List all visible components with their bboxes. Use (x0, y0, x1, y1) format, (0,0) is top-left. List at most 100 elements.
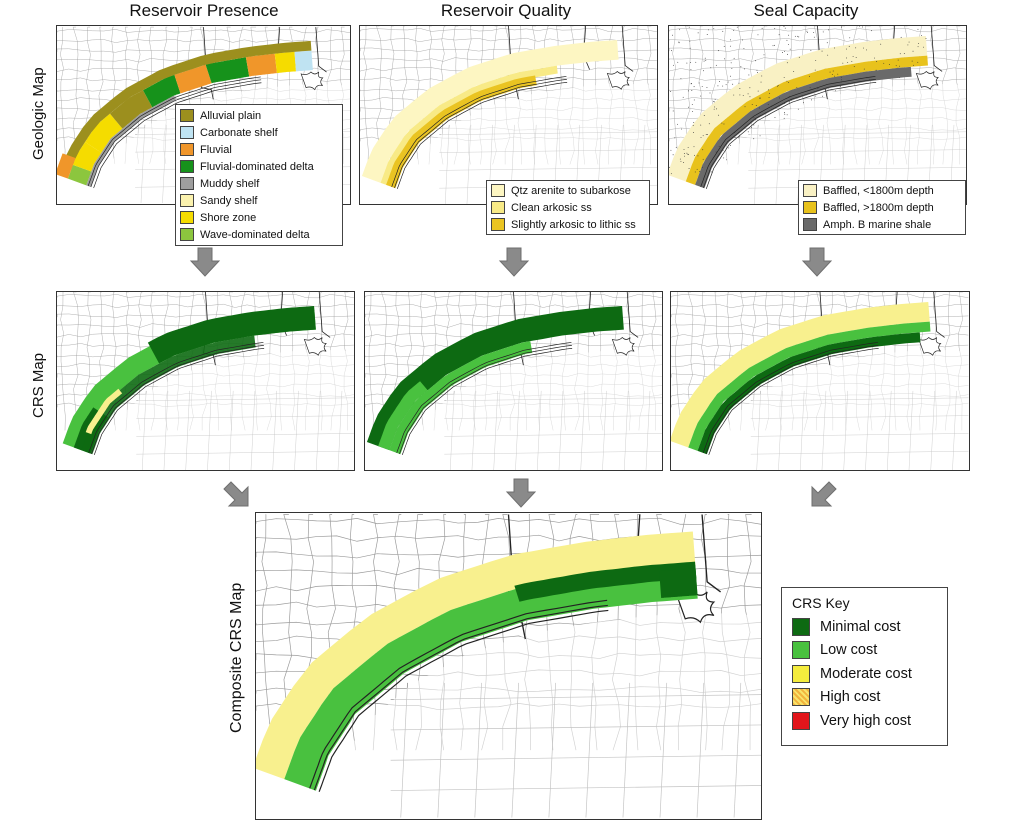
shoreline (309, 599, 609, 792)
legend-swatch (180, 109, 194, 122)
legend-reservoir-quality: Qtz arenite to subarkose Clean arkosic ss… (486, 180, 650, 235)
legend-swatch (803, 201, 817, 214)
legend-label: Alluvial plain (200, 109, 262, 122)
presence-band (274, 51, 296, 74)
gulf-coast-map (365, 292, 662, 470)
shoreline (88, 342, 265, 455)
down-arrow-icon (505, 478, 537, 508)
crs-low-band (688, 321, 931, 451)
legend-item: Wave-dominated delta (176, 226, 342, 243)
diagonal-arrow-icon (811, 481, 837, 507)
gulf-water (708, 83, 966, 204)
legend-item: Fluvial-dominated delta (176, 158, 342, 175)
quality-band-qtz (361, 39, 619, 183)
crs-key-item: Moderate cost (782, 662, 947, 686)
legend-swatch (180, 160, 194, 173)
legend-label: Qtz arenite to subarkose (511, 184, 631, 197)
legend-item: Baffled, <1800m depth (799, 182, 965, 199)
legend-swatch (180, 143, 194, 156)
legend-swatch (180, 177, 194, 190)
crs-key-swatch (792, 711, 810, 730)
crs-key-swatch (792, 664, 810, 683)
presence-band (72, 141, 102, 172)
legend-label: Clean arkosic ss (511, 201, 592, 214)
presence-band (67, 164, 92, 186)
legend-swatch (180, 126, 194, 139)
legend-label: Fluvial-dominated delta (200, 160, 314, 173)
legend-label: Muddy shelf (200, 177, 260, 190)
legend-swatch (180, 228, 194, 241)
gulf-water (399, 83, 657, 204)
presence-band (245, 53, 277, 77)
legend-label: Amph. B marine shale (823, 218, 932, 231)
gulf-coast-map (57, 292, 354, 470)
mississippi-delta (300, 71, 324, 91)
mississippi-delta (918, 336, 942, 356)
legend-item: Baffled, >1800m depth (799, 199, 965, 216)
legend-reservoir-presence: Alluvial plain Carbonate shelf Fluvial Fluv… (175, 104, 343, 246)
geologic-map-reservoir-quality (359, 25, 658, 205)
legend-swatch (180, 211, 194, 224)
muddy-shelf-band (86, 95, 176, 187)
column-title-reservoir-presence: Reservoir Presence (129, 1, 279, 20)
legend-label: Carbonate shelf (200, 126, 278, 139)
fluvial-band (57, 153, 76, 179)
gulf-coast-map (669, 26, 966, 204)
mississippi-delta (606, 70, 630, 90)
diagonal-arrow-icon (223, 481, 249, 507)
row-label-crs-map: CRS Map (30, 352, 47, 418)
shoreline (87, 76, 262, 189)
legend-swatch (803, 218, 817, 231)
crs-moderate-band (85, 388, 123, 435)
legend-swatch (491, 184, 505, 197)
crs-map-seal-capacity (670, 291, 970, 471)
row-label-composite-crs-map: Composite CRS Map (228, 582, 245, 733)
legend-label: Fluvial (200, 143, 232, 156)
legend-swatch (803, 184, 817, 197)
gulf-water (711, 349, 969, 470)
shoreline (391, 76, 568, 189)
column-title-reservoir-quality: Reservoir Quality (440, 1, 572, 20)
legend-item: Muddy shelf (176, 175, 342, 192)
crs-key-swatch (792, 641, 810, 660)
crs-key-item: Minimal cost (782, 615, 947, 639)
shoreline (702, 342, 879, 455)
gulf-water (96, 349, 354, 470)
presence-band (294, 50, 313, 72)
crs-key-item: Very high cost (782, 709, 947, 733)
crs-key-title: CRS Key (792, 595, 850, 611)
crs-key-label: High cost (820, 689, 881, 706)
down-arrow-icon (498, 247, 530, 277)
legend-item: Qtz arenite to subarkose (487, 182, 649, 199)
legend-swatch (180, 194, 194, 207)
legend-seal-capacity: Baffled, <1800m depth Baffled, >1800m dep… (798, 180, 966, 235)
legend-label: Wave-dominated delta (200, 228, 310, 241)
seal-band-deep (685, 55, 928, 185)
crs-key-legend: CRS Key Minimal cost Low cost Moderate cos… (781, 587, 948, 746)
shoreline (700, 76, 877, 189)
presence-band (205, 57, 250, 84)
crs-key-label: Very high cost (820, 712, 912, 729)
crs-moderate-band (671, 301, 930, 448)
legend-label: Shore zone (200, 211, 257, 224)
legend-item: Carbonate shelf (176, 124, 342, 141)
mississippi-delta (611, 336, 635, 356)
crs-key-swatch (792, 617, 810, 636)
legend-item: Amph. B marine shale (799, 216, 965, 233)
stipple-pattern (669, 26, 927, 175)
legend-item: Fluvial (176, 141, 342, 158)
alluvial-plain-band (61, 40, 312, 171)
legend-item: Sandy shelf (176, 192, 342, 209)
crs-minimal-band (697, 332, 921, 455)
gulf-water (323, 612, 761, 818)
down-arrow-icon (801, 247, 833, 277)
row-label-geologic-map: Geologic Map (30, 67, 47, 160)
crs-key-item: Low cost (782, 639, 947, 663)
crs-map-reservoir-presence (56, 291, 355, 471)
seal-band-shallow (669, 35, 928, 182)
legend-label: Baffled, >1800m depth (823, 201, 934, 214)
legend-label: Sandy shelf (200, 194, 258, 207)
gulf-coast-map (360, 26, 657, 204)
crs-low-band (284, 565, 698, 791)
crs-minimal-band (147, 305, 316, 364)
